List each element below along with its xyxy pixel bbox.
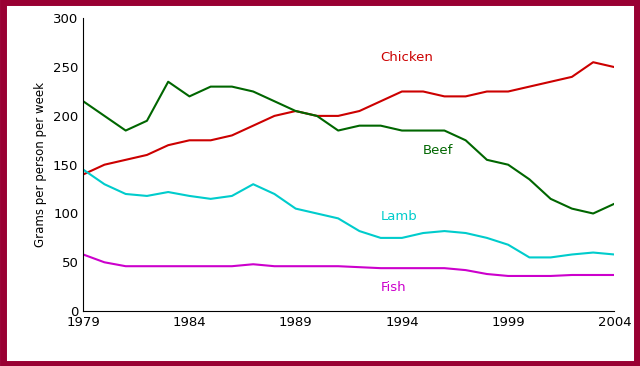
Text: Lamb: Lamb [381,210,417,223]
Y-axis label: Grams per person per week: Grams per person per week [35,82,47,247]
Text: Beef: Beef [423,144,454,157]
Text: Chicken: Chicken [381,51,433,64]
Text: Fish: Fish [381,280,406,294]
